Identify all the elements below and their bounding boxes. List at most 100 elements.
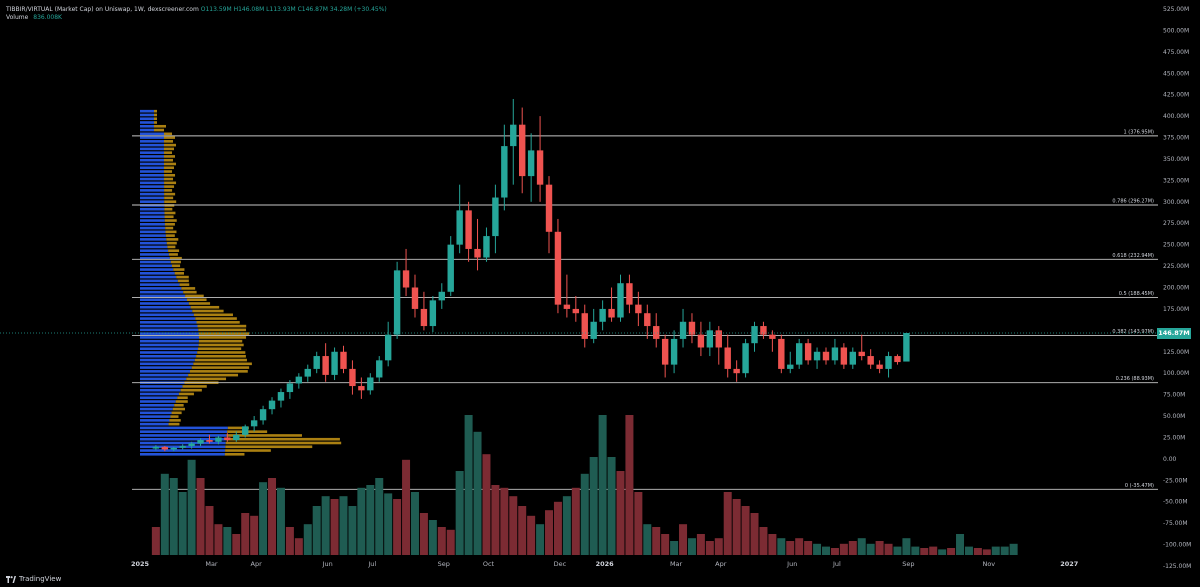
- vp-bar-down: [154, 117, 157, 121]
- time-axis[interactable]: 2025 Mar Apr Jun Jul Sep Oct Dec 2026 Mar Apr Jun Ju…: [131, 560, 1078, 568]
- price-axis-label: 500.00M: [1163, 27, 1189, 34]
- candle-body: [322, 356, 329, 375]
- candle-body: [420, 308, 428, 327]
- volume-bar: [795, 538, 804, 555]
- tradingview-brand[interactable]: TradingView: [6, 575, 61, 583]
- vp-bar-up: [140, 260, 171, 264]
- volume-bar: [777, 538, 786, 555]
- candle-body: [769, 334, 776, 339]
- price-axis-label: 75.00M: [1163, 392, 1185, 399]
- vp-bar-up: [140, 309, 193, 313]
- vp-bar-down: [165, 234, 175, 237]
- volume-bar: [562, 496, 571, 555]
- time-axis-label: Mar: [205, 560, 218, 568]
- volume-bar: [991, 546, 1000, 555]
- vp-bar-up: [140, 226, 166, 230]
- vp-bar-up: [140, 339, 199, 343]
- volume-bar: [634, 492, 643, 555]
- vp-bar-up: [140, 132, 165, 136]
- candle-body: [268, 400, 276, 410]
- volume-bar: [947, 548, 956, 555]
- candle-body: [590, 321, 597, 339]
- vp-bar-up: [140, 151, 165, 154]
- candle-body: [554, 231, 562, 305]
- vp-bar-down: [185, 294, 204, 298]
- vp-bar-down: [169, 419, 181, 422]
- vp-bar-up: [140, 411, 172, 415]
- vp-bar-up: [140, 279, 178, 283]
- candle-body: [259, 409, 267, 421]
- vp-bar-down: [186, 377, 227, 381]
- candle-body: [197, 440, 204, 444]
- vp-bar-down: [226, 437, 340, 441]
- candle-body: [706, 330, 714, 348]
- time-axis-label: 2027: [1060, 560, 1078, 568]
- symbol-title[interactable]: TIBBIR/VIRTUAL (Market Cap) on Uniswap, …: [6, 6, 199, 13]
- vp-bar-up: [140, 275, 177, 279]
- volume-bar: [1000, 546, 1009, 555]
- time-axis-label: Sep: [902, 560, 914, 568]
- vp-bar-up: [140, 366, 192, 369]
- candle-body: [867, 356, 874, 365]
- price-axis-label: 200.00M: [1163, 285, 1189, 292]
- vp-bar-down: [180, 388, 202, 392]
- last-price-badge: 146.87M: [1157, 327, 1191, 339]
- vp-bar-down: [191, 366, 250, 369]
- price-axis[interactable]: 525.00M 500.00M 475.00M 450.00M 425.00M 400.0…: [1163, 6, 1191, 570]
- vp-bar-up: [140, 313, 194, 317]
- vp-bar-down: [164, 136, 176, 139]
- vp-bar-down: [164, 177, 174, 181]
- volume-bar: [804, 541, 813, 555]
- vp-bar-down: [198, 339, 243, 343]
- time-axis-label: Sep: [438, 560, 450, 568]
- candle-body: [563, 304, 571, 309]
- candle-body: [429, 300, 437, 327]
- volume-bar: [464, 415, 473, 555]
- volume-bar: [750, 513, 759, 555]
- vp-bar-down: [227, 426, 249, 430]
- vp-bar-down: [193, 313, 233, 317]
- vp-bar-down: [198, 336, 247, 339]
- vp-bar-down: [154, 128, 164, 132]
- price-axis-label: 175.00M: [1163, 306, 1189, 313]
- vp-bar-down: [164, 158, 174, 162]
- vp-bar-up: [140, 189, 165, 192]
- price-axis-label: -75.00M: [1163, 520, 1188, 527]
- fib-label: 0.5 (188.45M): [1119, 291, 1154, 297]
- candle-body: [438, 291, 445, 301]
- volume-bar: [160, 473, 169, 555]
- volume-bar: [169, 478, 178, 555]
- vp-bar-up: [140, 332, 199, 335]
- candle-body: [653, 326, 660, 339]
- volume-bar: [196, 478, 205, 555]
- candle-body: [295, 376, 303, 384]
- volume-bar: [473, 431, 482, 555]
- fib-label: 0.382 (143.97M): [1112, 329, 1154, 335]
- vp-bar-up: [140, 430, 228, 433]
- vp-bar-up: [140, 328, 199, 332]
- volume-profile: [140, 109, 342, 456]
- volume-bar: [598, 415, 607, 555]
- vp-bar-up: [140, 317, 196, 320]
- volume-bar: [786, 541, 795, 555]
- price-axis-label: 325.00M: [1163, 177, 1189, 184]
- vp-bar-up: [140, 362, 194, 366]
- volume-bar: [929, 546, 938, 555]
- candle-body: [545, 184, 553, 232]
- vp-bar-up: [140, 219, 165, 222]
- volume-bar: [491, 485, 500, 555]
- vp-bar-up: [140, 302, 189, 305]
- vp-bar-down: [190, 305, 220, 309]
- candle-body: [599, 308, 606, 322]
- vp-bar-up: [140, 400, 176, 403]
- vp-bar-up: [140, 166, 165, 170]
- vp-bar-down: [164, 166, 175, 170]
- candle-body: [474, 248, 481, 258]
- vp-bar-down: [168, 249, 180, 252]
- volume-bar: [920, 548, 929, 555]
- volume-bar: [884, 543, 893, 555]
- vp-bar-down: [164, 200, 177, 203]
- candle-body: [894, 356, 901, 363]
- candle-body: [161, 446, 169, 450]
